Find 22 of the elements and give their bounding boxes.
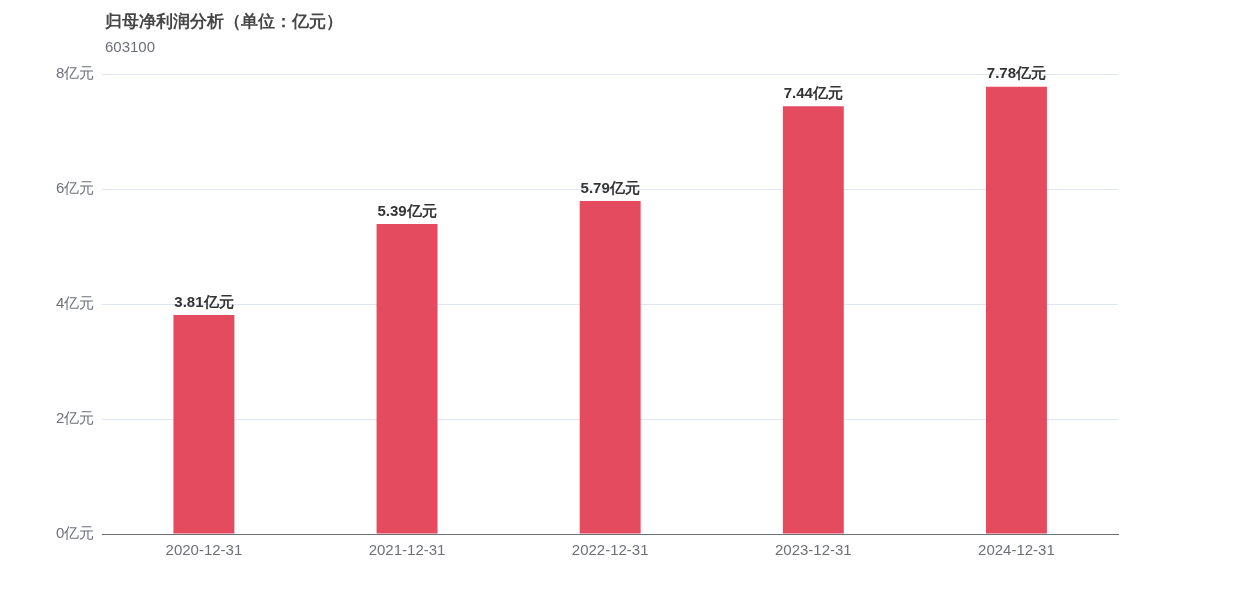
y-tick-label: 6亿元 xyxy=(56,179,95,197)
data-label: 7.78亿元 xyxy=(986,64,1047,82)
x-tick-label: 2022-12-31 xyxy=(571,541,649,559)
data-label: 5.79亿元 xyxy=(580,178,640,196)
bar xyxy=(579,201,641,534)
y-tick-label: 4亿元 xyxy=(56,294,95,312)
data-label: 3.81亿元 xyxy=(174,292,234,310)
bar xyxy=(782,106,844,534)
bar xyxy=(376,224,438,534)
bar xyxy=(173,314,235,534)
x-tick-label: 2023-12-31 xyxy=(774,541,852,559)
x-tick-label: 2020-12-31 xyxy=(165,541,243,559)
x-tick-label: 2024-12-31 xyxy=(978,541,1055,559)
chart-title: 归母净利润分析（单位：亿元） xyxy=(105,11,343,33)
y-tick-label: 2亿元 xyxy=(56,409,95,427)
y-tick-label: 0亿元 xyxy=(56,524,95,542)
data-label: 5.39亿元 xyxy=(377,201,437,219)
bar xyxy=(985,86,1047,534)
x-tick-label: 2021-12-31 xyxy=(368,541,446,559)
data-label: 7.44亿元 xyxy=(783,83,843,101)
y-tick-label: 8亿元 xyxy=(56,64,95,82)
chart-subtitle: 603100 xyxy=(105,38,156,55)
